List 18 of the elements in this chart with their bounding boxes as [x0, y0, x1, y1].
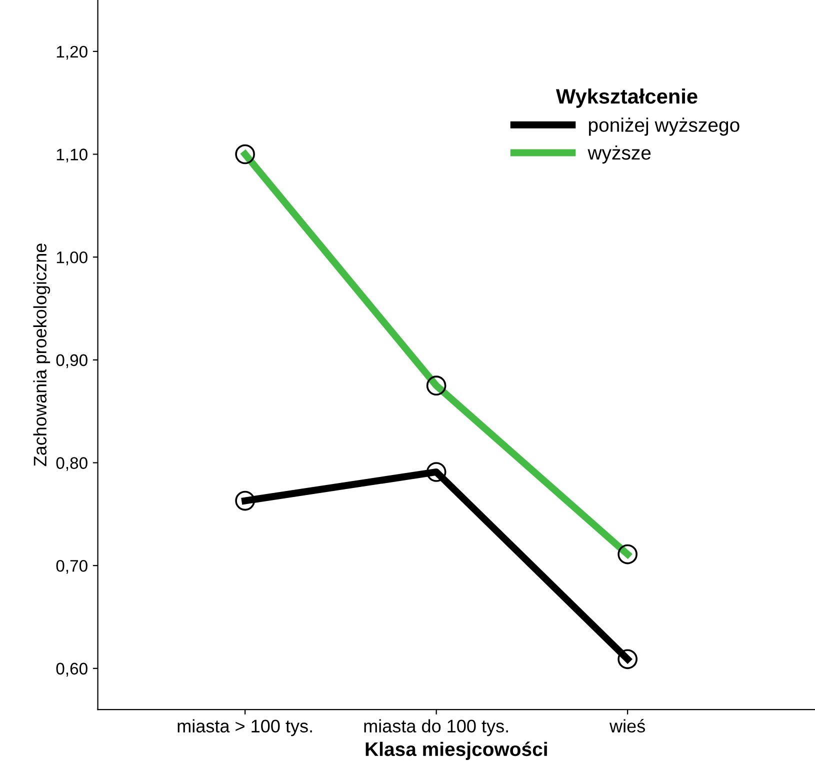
point	[618, 649, 638, 670]
legend-label: poniżej wyższego	[588, 118, 740, 136]
y-tick-label: 0,90	[56, 354, 88, 368]
point	[426, 462, 446, 482]
y-tick-label: 0,70	[56, 560, 88, 574]
y-tick-label: 1,00	[56, 251, 88, 266]
y-tick-label: 0,80	[56, 457, 88, 471]
y-axis-title: Zachowania proekologiczne	[33, 244, 50, 466]
x-tick-label: wieś	[609, 719, 645, 733]
y-tick-label: 1,20	[56, 46, 88, 60]
x-tick-label: miasta > 100 tys.	[178, 719, 312, 736]
legend-label: wyższe	[588, 145, 651, 164]
x-tick-label: miasta do 100 tys.	[364, 719, 508, 736]
x-axis-title: Klasa miesjcowości	[366, 742, 547, 760]
y-tick-label: 1,10	[56, 148, 88, 162]
legend-title: Wykształcenie	[556, 88, 698, 108]
point	[235, 490, 255, 511]
y-tick-label: 0,60	[56, 662, 88, 677]
